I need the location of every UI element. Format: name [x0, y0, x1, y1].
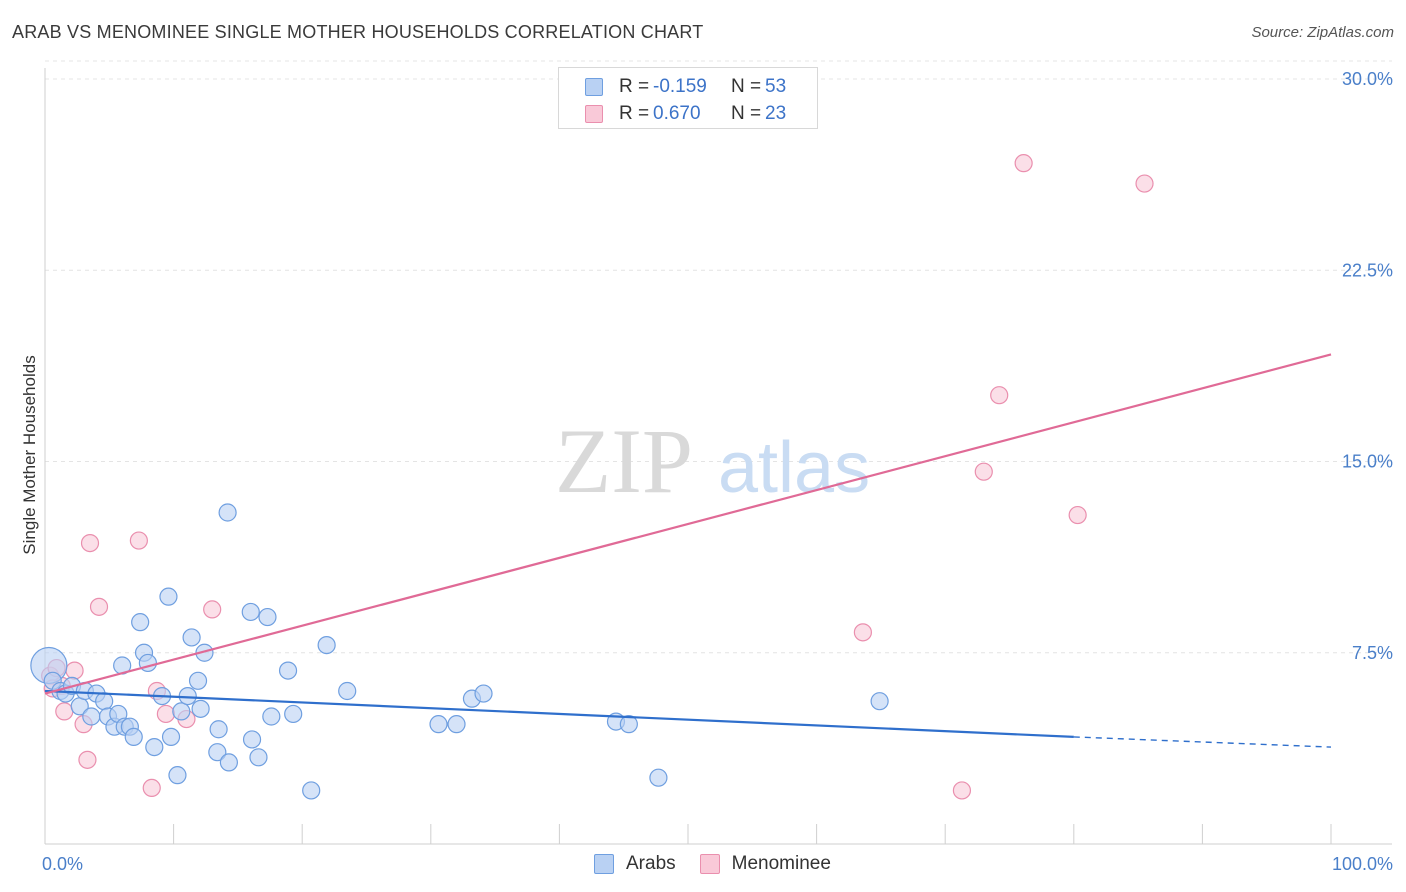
menominee-point: [203, 600, 222, 619]
legend-row-arabs: R = -0.159 N = 53: [585, 74, 786, 100]
arabs-point: [284, 704, 303, 724]
menominee-point: [156, 704, 175, 724]
watermark-zip: ZIP: [555, 410, 693, 512]
arabs-point: [241, 602, 260, 622]
n-value: 23: [765, 103, 787, 124]
arabs-point: [317, 635, 336, 655]
x-tick-label: 100.0%: [1332, 854, 1393, 874]
arabs-point: [172, 702, 191, 721]
arabs-point: [262, 707, 281, 726]
arabs-trend-line: [44, 689, 1074, 738]
legend-item-arabs[interactable]: Arabs: [594, 853, 676, 875]
arabs-point: [95, 692, 114, 711]
arabs-point: [302, 781, 321, 800]
arabs-point: [82, 707, 101, 726]
menominee-point: [853, 623, 872, 642]
arabs-point: [209, 720, 228, 739]
legend-item-menominee[interactable]: Menominee: [699, 853, 831, 875]
y-tick-label: 7.5%: [1352, 643, 1393, 663]
menominee-point: [952, 781, 972, 800]
r-label: R =: [619, 103, 650, 124]
arabs-point: [131, 613, 150, 632]
legend-label-menominee: Menominee: [731, 853, 831, 874]
r-value: -0.159: [653, 76, 707, 97]
arabs-point: [474, 684, 493, 703]
arabs-point: [447, 715, 466, 734]
arabs-point: [145, 737, 164, 757]
menominee-point: [89, 597, 109, 616]
menominee-point: [1135, 174, 1154, 193]
arabs-point: [338, 681, 357, 701]
n-label: N =: [731, 76, 762, 97]
x-tick-label: 0.0%: [42, 854, 83, 874]
menominee-trend-line: [44, 353, 1332, 695]
menominee-swatch: [699, 854, 720, 874]
arabs-point: [219, 753, 238, 772]
arabs-point: [208, 743, 227, 762]
arabs-point: [429, 715, 448, 734]
n-label: N =: [731, 103, 762, 124]
grid-lines: [45, 60, 1392, 654]
menominee-point: [1014, 154, 1033, 173]
arabs-point: [870, 692, 889, 711]
arabs-point: [188, 671, 208, 690]
arabs-points: [30, 503, 889, 800]
arabs-point: [191, 699, 210, 718]
arabs-trend-extension: [1073, 736, 1332, 748]
source-label: Source: ZipAtlas.com: [1251, 24, 1394, 41]
arabs-point: [168, 766, 187, 785]
r-value: 0.670: [653, 103, 701, 124]
arabs-point: [649, 768, 668, 787]
menominee-point: [142, 778, 161, 798]
correlation-legend: R = -0.159 N = 53 R = 0.670 N = 23: [558, 67, 818, 129]
arabs-swatch: [594, 854, 614, 874]
axes: [44, 68, 1392, 845]
arabs-swatch: [585, 78, 603, 96]
r-label: R =: [619, 76, 650, 97]
watermark-atlas: atlas: [718, 428, 870, 508]
legend-row-menominee: R = 0.670 N = 23: [585, 101, 786, 127]
legend-label-arabs: Arabs: [626, 853, 676, 874]
series-legend: Arabs Menominee: [594, 852, 855, 876]
menominee-point: [1068, 505, 1087, 525]
chart-title: ARAB VS MENOMINEE SINGLE MOTHER HOUSEHOL…: [12, 22, 704, 42]
menominee-point: [974, 462, 993, 481]
arabs-point: [242, 730, 262, 749]
arabs-point: [258, 607, 277, 627]
arabs-point: [619, 715, 638, 734]
arabs-point: [249, 748, 268, 767]
menominee-point: [80, 533, 100, 553]
y-tick-label: 22.5%: [1342, 260, 1393, 280]
arabs-point: [124, 727, 143, 747]
menominee-point: [990, 386, 1009, 405]
tick-labels: 7.5% 15.0% 22.5% 30.0% 0.0% 100.0%: [42, 69, 1393, 874]
arabs-point: [278, 661, 298, 680]
arabs-point: [161, 727, 181, 747]
arabs-point: [159, 587, 178, 606]
arabs-point: [218, 503, 237, 522]
menominee-point: [55, 702, 74, 721]
y-tick-label: 15.0%: [1342, 452, 1393, 472]
menominee-point: [65, 661, 84, 680]
menominee-point: [78, 750, 97, 769]
trend-lines: [44, 353, 1332, 748]
arabs-point: [182, 628, 201, 647]
menominee-point: [129, 531, 148, 550]
y-tick-label: 30.0%: [1342, 69, 1393, 89]
y-axis-label: Single Mother Households: [20, 355, 39, 554]
menominee-swatch: [585, 105, 603, 123]
n-value: 53: [765, 76, 787, 97]
